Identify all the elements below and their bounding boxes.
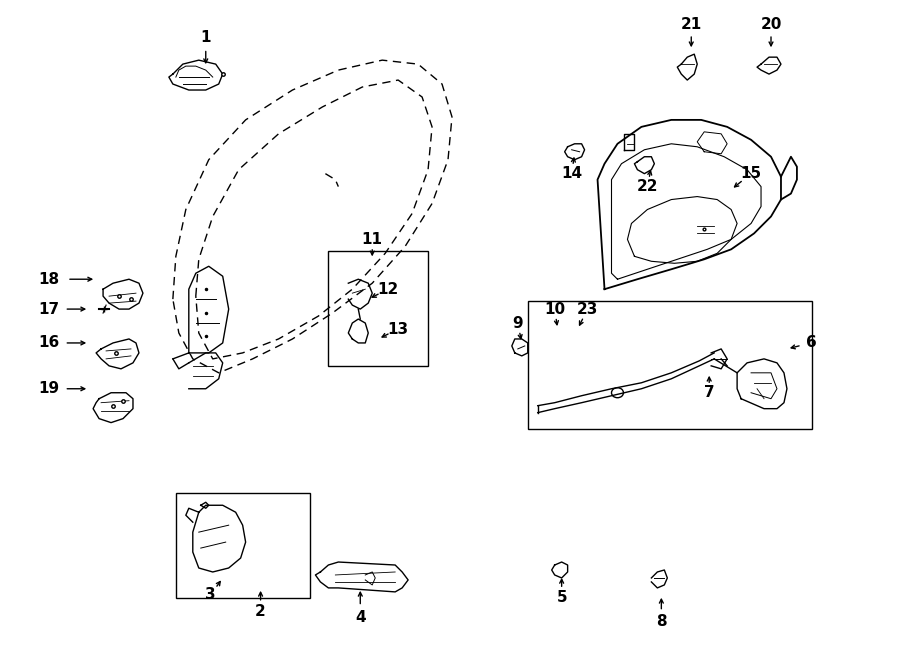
Text: 4: 4 [355,610,365,625]
Text: 21: 21 [680,17,702,32]
Text: 2: 2 [256,604,266,619]
Text: 11: 11 [362,232,382,247]
Text: 17: 17 [39,301,59,317]
Text: 20: 20 [760,17,782,32]
Text: 12: 12 [378,282,399,297]
Text: 9: 9 [512,315,523,330]
Text: 13: 13 [388,321,409,336]
Bar [527,301,812,428]
Bar [176,493,310,598]
Text: 5: 5 [556,590,567,605]
Text: 6: 6 [806,335,816,350]
Text: 16: 16 [39,335,60,350]
Text: 22: 22 [636,179,658,194]
Text: 10: 10 [544,301,565,317]
Text: 3: 3 [205,588,216,602]
Text: 14: 14 [561,166,582,181]
Text: 7: 7 [704,385,715,401]
Text: 8: 8 [656,614,667,629]
Text: 23: 23 [577,301,598,317]
Text: 18: 18 [39,272,59,287]
Text: 15: 15 [741,166,761,181]
Bar [328,251,428,366]
Text: 1: 1 [201,30,211,45]
Text: 19: 19 [39,381,59,396]
